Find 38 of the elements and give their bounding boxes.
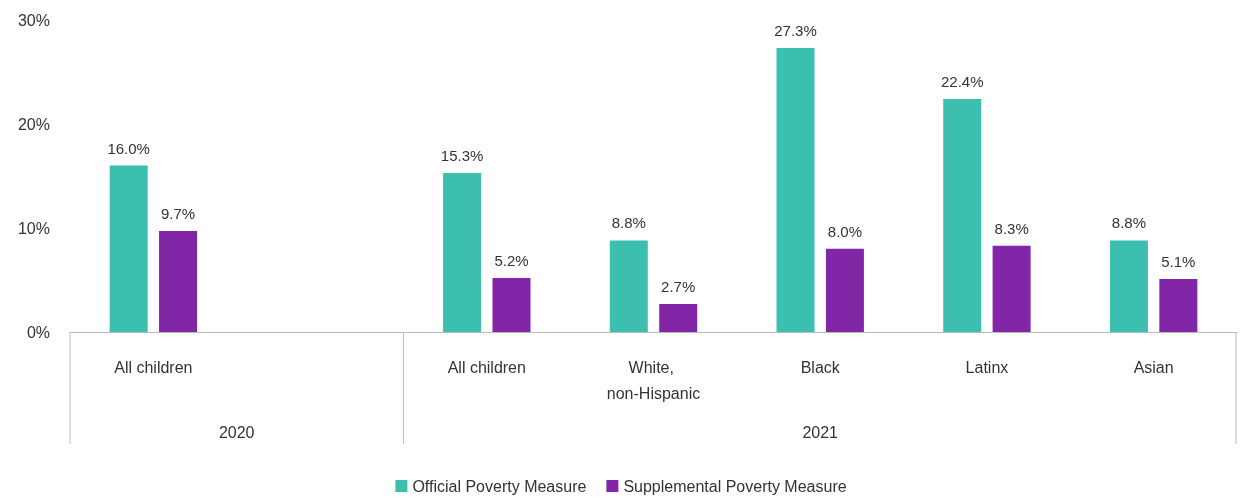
bar [776, 48, 815, 332]
bar [443, 172, 482, 332]
bar [609, 240, 648, 332]
data-label: 8.3% [994, 219, 1029, 237]
x-tick-label: Asian [1133, 358, 1174, 376]
data-label: 5.1% [1161, 252, 1196, 270]
data-label: 27.3% [774, 22, 817, 40]
y-tick-label: 0% [26, 323, 50, 341]
x-tick-label: All children [114, 358, 193, 376]
bar [159, 231, 198, 332]
x-tick-label: Black [800, 358, 841, 376]
bar [943, 99, 982, 332]
bar [1159, 278, 1198, 332]
data-label: 8.8% [611, 214, 646, 232]
bar [825, 248, 864, 332]
x-tick-label: White, non-Hispanic [606, 358, 701, 402]
data-label: 8.0% [827, 222, 863, 240]
bar [659, 303, 698, 332]
text: 2021 [802, 423, 839, 441]
y-tick-label: 30% [17, 11, 50, 29]
x-tick-label: All children [447, 358, 526, 376]
data-label: 22.4% [940, 73, 984, 91]
data-label: 9.7% [160, 205, 196, 223]
x-tick-label: Latinx [965, 358, 1009, 376]
data-label: 8.8% [1111, 214, 1147, 232]
bar [1109, 240, 1148, 332]
data-label: 16.0% [107, 139, 150, 157]
y-tick-label: 20% [17, 115, 50, 133]
bar [109, 165, 148, 332]
y-tick-label: 10% [17, 219, 50, 237]
data-label: 2.7% [661, 277, 696, 295]
legend-label: Official Poverty Measure [412, 477, 587, 495]
data-label: 15.3% [440, 146, 484, 164]
bar [992, 245, 1031, 332]
bar [492, 277, 531, 332]
data-label: 5.2% [494, 251, 529, 269]
legend-label: Supplemental Poverty Measure [623, 477, 847, 495]
text: 2020 [218, 423, 255, 441]
